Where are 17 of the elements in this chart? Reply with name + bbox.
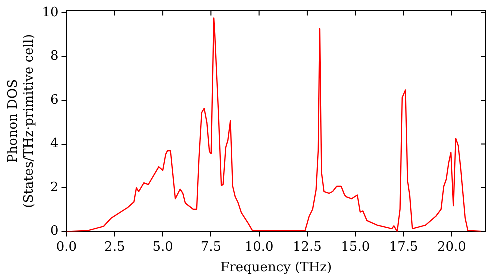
y-tick-label: 6 xyxy=(50,92,59,108)
x-tick-label: 2.5 xyxy=(104,240,126,255)
y-tick-label: 8 xyxy=(50,49,59,64)
x-axis-title: Frequency (THz) xyxy=(220,260,332,276)
y-tick-label: 0 xyxy=(50,224,59,240)
x-tick-label: 0.0 xyxy=(56,240,78,255)
x-tick-label: 10.0 xyxy=(244,240,274,255)
x-tick-label: 17.5 xyxy=(389,240,418,255)
x-tick-label: 15.0 xyxy=(341,240,370,255)
y-tick-label: 4 xyxy=(50,136,59,152)
y-tick-label: 2 xyxy=(50,180,59,196)
x-tick-label: 5.0 xyxy=(152,240,174,255)
x-tick-label: 7.5 xyxy=(200,240,222,255)
x-tick-label: 20.0 xyxy=(437,240,466,255)
y-axis-title: Phonon DOS (States/THz·primitive cell) xyxy=(6,34,37,208)
y-tick-label: 10 xyxy=(42,5,59,20)
x-tick-label: 12.5 xyxy=(292,240,322,255)
